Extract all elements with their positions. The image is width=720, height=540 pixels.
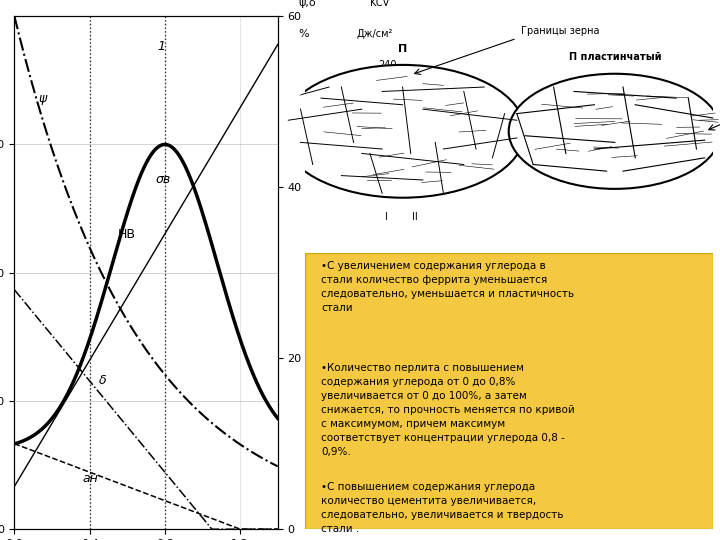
Text: •С повышением содержания углерода
количество цементита увеличивается,
следовател: •С повышением содержания углерода количе… xyxy=(321,482,564,534)
Text: ан: ан xyxy=(82,472,98,485)
Text: •Количество перлита с повышением
содержания углерода от 0 до 0,8%
увеличивается : •Количество перлита с повышением содержа… xyxy=(321,363,575,457)
Text: σв: σв xyxy=(156,173,171,186)
Text: 240: 240 xyxy=(378,59,396,70)
Text: II: II xyxy=(412,212,418,222)
Text: I: I xyxy=(384,212,387,222)
Text: П: П xyxy=(398,44,408,53)
Text: П пластинчатый: П пластинчатый xyxy=(569,52,661,63)
Text: KCV: KCV xyxy=(370,0,390,8)
Text: •С увеличением содержания углерода в
стали количество феррита уменьшается
следов: •С увеличением содержания углерода в ста… xyxy=(321,261,574,313)
Text: Границы зерна: Границы зерна xyxy=(521,26,600,36)
Text: ψ,δ: ψ,δ xyxy=(299,0,317,8)
Circle shape xyxy=(509,74,720,189)
Text: НВ: НВ xyxy=(118,228,136,241)
Text: ψ: ψ xyxy=(39,92,47,105)
Text: 1: 1 xyxy=(158,40,166,53)
FancyBboxPatch shape xyxy=(305,253,713,529)
Text: δ: δ xyxy=(99,374,107,387)
Text: Дж/см²: Дж/см² xyxy=(356,29,393,39)
Circle shape xyxy=(280,65,525,198)
Text: %: % xyxy=(299,29,310,39)
